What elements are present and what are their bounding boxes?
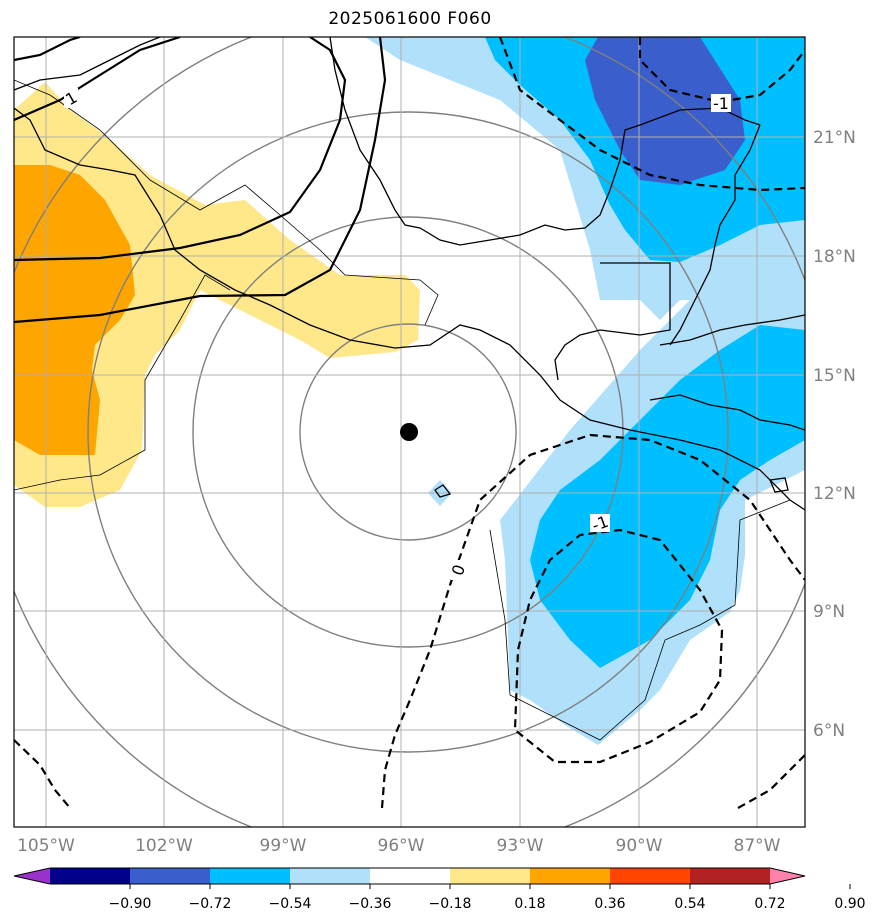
colorbar-bin [130,868,211,884]
colorbar: −0.90 −0.72 −0.54 −0.36 −0.18 0.18 0.36 0.54 0.7… [13,867,866,912]
lon-label-99w: 99°W [260,836,307,856]
lon-label-87w: 87°W [734,836,781,856]
colorbar-bin [690,868,771,884]
map-title: 2025061600 F060 [328,9,492,29]
map-plot-area: 1 -1 0 -1 [14,37,805,827]
contour-labels: 1 -1 0 -1 [62,88,731,580]
colorbar-bin [370,868,451,884]
border-honduras [649,394,805,431]
contour-solid-4 [14,37,181,122]
colorbar-bin [610,868,691,884]
lat-label-18n: 18°N [813,247,856,267]
lat-label-21n: 21°N [813,128,856,148]
shade-negative-dark [585,37,745,185]
lon-label-102w: 102°W [135,836,193,856]
colorbar-tick-label: 0.90 [834,896,865,912]
shading-layer [14,37,805,745]
lon-label-105w: 105°W [17,836,75,856]
colorbar-outline [13,867,806,885]
contour-label-bg-3 [451,560,465,580]
colorbar-tick-label: 0.36 [594,896,625,912]
outline-west [14,274,231,491]
island-small [434,484,452,498]
colorbar-swatches [14,868,805,884]
coastline-central-america [659,314,805,346]
colorbar-tick-label: −0.90 [109,896,152,912]
coastline-yucatan-east [669,124,761,346]
contour-solid-1 [14,37,81,62]
contour-dashed-zero [380,433,805,809]
range-circles [14,37,805,827]
island-cozumel [769,477,789,493]
contour-solid-3 [14,37,387,324]
colorbar-extend-max [770,868,805,884]
domain-outline [14,79,791,741]
shade-positive-orange [14,165,135,455]
border-guatemala [554,262,671,381]
storm-center-marker [400,423,418,441]
dashed-contours [14,37,805,809]
range-circle-1 [299,323,517,541]
lat-labels: 21°N 18°N 15°N 12°N 9°N 6°N [813,128,856,741]
contour-dashed-north [498,37,805,192]
colorbar-ticks: −0.90 −0.72 −0.54 −0.36 −0.18 0.18 0.36 0.54 0.7… [109,884,866,912]
colorbar-bin [530,868,611,884]
lon-label-93w: 93°W [497,836,544,856]
lon-labels: 105°W 102°W 99°W 96°W 93°W 90°W 87°W [17,836,781,856]
colorbar-bin [210,868,291,884]
lat-label-9n: 9°N [813,602,845,622]
colorbar-tick-label: 0.54 [674,896,705,912]
contour-label-bg-1 [64,88,78,108]
lon-label-90w: 90°W [616,836,663,856]
coastline-sinaloa [14,37,161,91]
contour-dashed-southeast [737,754,805,809]
lat-label-15n: 15°N [813,366,856,386]
colorbar-tick-label: −0.18 [429,896,472,912]
contour-solid-2 [14,37,347,262]
contour-label-bg-4 [590,514,610,532]
colorbar-tick-label: −0.72 [189,896,232,912]
range-circle-3 [87,111,729,753]
contour-label-2: -1 [713,94,729,113]
coastlines [14,37,805,511]
lon-label-96w: 96°W [378,836,425,856]
colorbar-tick-label: 0.72 [754,896,785,912]
outline-north [14,79,439,326]
contour-label-bg-2 [711,94,731,112]
solid-contours [14,37,387,324]
coastline-pacific-mexico [14,107,805,511]
colorbar-bin [50,868,131,884]
map-frame [13,36,806,828]
range-circle-2 [192,216,624,648]
contour-dashed-north-inner [638,37,805,104]
contour-dashed-southwest [14,739,71,809]
outline-south [489,499,791,741]
colorbar-bin [450,868,531,884]
shade-positive-light [14,82,420,507]
contour-dashed-minus1 [513,528,724,764]
lat-label-6n: 6°N [813,721,845,741]
lat-label-12n: 12°N [813,484,856,504]
coastline-gulf-mexico [329,37,761,246]
colorbar-tick-label: −0.54 [269,896,312,912]
graticule [14,37,805,827]
colorbar-tick-label: −0.36 [349,896,392,912]
colorbar-extend-min [14,868,50,884]
colorbar-bin [290,868,371,884]
colorbar-tick-label: 0.18 [514,896,545,912]
shade-negative-mid-south [530,325,805,668]
contour-label-4: -1 [589,512,610,535]
